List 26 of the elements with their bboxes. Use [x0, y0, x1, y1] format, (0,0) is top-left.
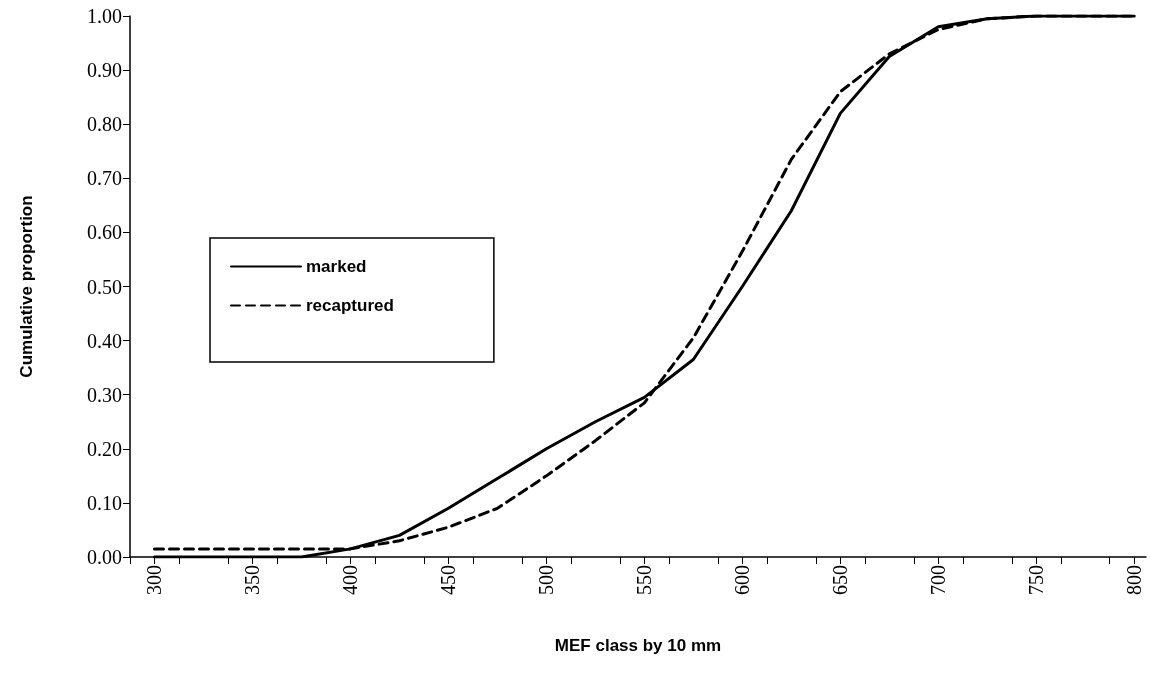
y-axis-title: Cumulative proportion [17, 195, 36, 378]
x-tick-label: 450 [437, 565, 460, 595]
x-tick-label: 700 [927, 565, 950, 595]
y-tick-label: 0.00 [87, 546, 122, 568]
x-tick-label: 300 [143, 565, 166, 595]
legend-label: recaptured [306, 296, 394, 315]
x-tick-label: 400 [339, 565, 362, 595]
y-tick-label: 0.90 [87, 59, 122, 82]
y-tick-label: 0.20 [87, 437, 122, 460]
y-tick-label: 0.30 [87, 383, 122, 406]
y-tick-label: 0.40 [87, 329, 122, 352]
x-tick-label: 500 [535, 565, 558, 595]
x-tick-label: 550 [633, 565, 656, 595]
y-tick-label: 0.60 [87, 221, 122, 244]
x-tick-label: 800 [1123, 565, 1146, 595]
legend-label: marked [306, 257, 367, 276]
x-tick-label: 600 [731, 565, 754, 595]
y-tick-label: 0.70 [87, 167, 122, 190]
y-tick-label: 1.00 [87, 5, 122, 27]
x-axis-title: MEF class by 10 mm [554, 636, 722, 655]
y-tick-label: 0.50 [87, 275, 122, 298]
y-tick-label: 0.80 [87, 113, 122, 136]
x-tick-label: 750 [1025, 565, 1048, 595]
y-tick-label: 0.10 [87, 491, 122, 514]
x-tick-label: 650 [829, 565, 852, 595]
x-tick-label: 350 [241, 565, 264, 595]
